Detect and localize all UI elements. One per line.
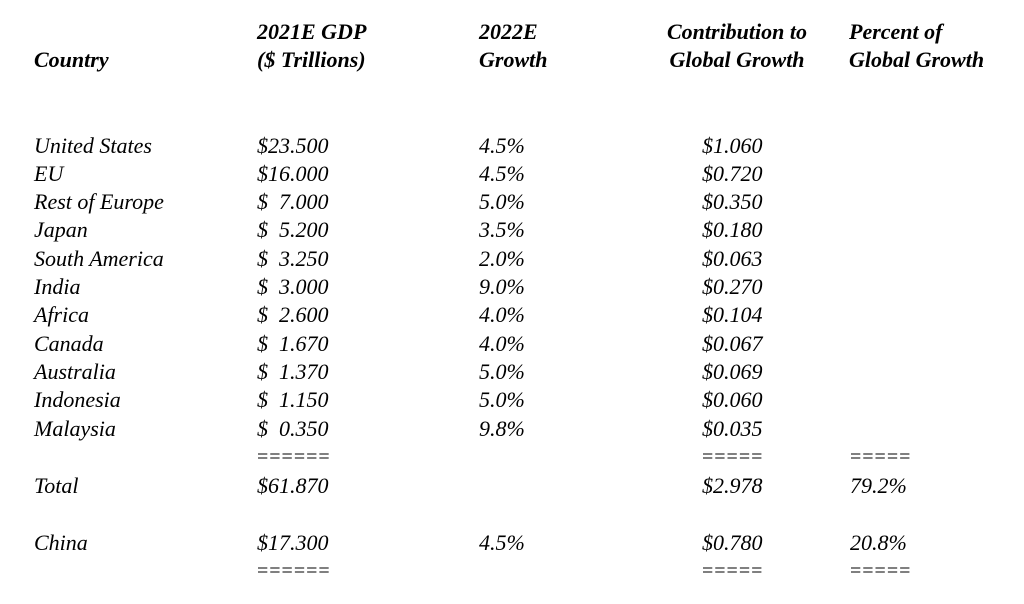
total-contribution: $2.978 (702, 473, 763, 498)
percent-rule: ===== (850, 560, 912, 582)
gdp-cell: $ 7.000 (257, 189, 329, 214)
header-percent-line1: Percent of (849, 19, 943, 44)
country-cell: EU (34, 161, 64, 186)
gdp-cell: $ 0.350 (257, 416, 329, 441)
total-row: Total $61.870 $2.978 79.2% (0, 472, 1024, 500)
growth-cell: 4.0% (479, 302, 525, 327)
subtotal-rule-row: ====== ===== ===== (0, 443, 1024, 471)
total-label: Total (34, 473, 79, 498)
header-contribution: Contribution to Global Growth (656, 18, 818, 74)
growth-cell: 9.0% (479, 274, 525, 299)
header-percent-line2: Global Growth (849, 47, 985, 72)
final-rule-row: ====== ===== ===== (0, 557, 1024, 585)
table-row: Japan $ 5.200 3.5% $0.180 (0, 216, 1024, 244)
contribution-cell: $0.104 (702, 302, 763, 327)
growth-cell: 3.5% (479, 217, 525, 242)
country-cell: India (34, 274, 81, 299)
gdp-rule: ====== (257, 560, 331, 582)
growth-cell: 4.5% (479, 530, 525, 555)
gdp-cell: $ 2.600 (257, 302, 329, 327)
contribution-cell: $0.063 (702, 246, 763, 271)
gdp-cell: $ 1.670 (257, 331, 329, 356)
contribution-cell: $0.720 (702, 161, 763, 186)
table-row: United States $23.500 4.5% $1.060 (0, 132, 1024, 160)
gdp-rule: ====== (257, 446, 331, 468)
growth-cell: 5.0% (479, 189, 525, 214)
growth-cell: 9.8% (479, 416, 525, 441)
contribution-rule: ===== (702, 446, 764, 468)
table-row: Indonesia $ 1.150 5.0% $0.060 (0, 386, 1024, 414)
table-row: EU $16.000 4.5% $0.720 (0, 160, 1024, 188)
growth-cell: 2.0% (479, 246, 525, 271)
contribution-cell: $0.350 (702, 189, 763, 214)
header-country-label: Country (34, 47, 109, 72)
growth-cell: 4.5% (479, 161, 525, 186)
country-cell: Canada (34, 331, 104, 356)
growth-cell: 4.5% (479, 133, 525, 158)
total-gdp: $61.870 (257, 473, 329, 498)
contribution-cell: $0.067 (702, 331, 763, 356)
gdp-cell: $23.500 (257, 133, 329, 158)
country-cell: Africa (34, 302, 89, 327)
contribution-rule: ===== (702, 560, 764, 582)
total-percent: 79.2% (850, 473, 907, 498)
header-gdp-line2: ($ Trillions) (257, 47, 366, 72)
country-cell: South America (34, 246, 164, 271)
header-growth: 2022E Growth (479, 18, 547, 74)
contribution-cell: $0.270 (702, 274, 763, 299)
growth-cell: 4.0% (479, 331, 525, 356)
table-row: South America $ 3.250 2.0% $0.063 (0, 245, 1024, 273)
header-gdp: 2021E GDP ($ Trillions) (257, 18, 366, 74)
table-row: Rest of Europe $ 7.000 5.0% $0.350 (0, 188, 1024, 216)
gdp-cell: $ 3.000 (257, 274, 329, 299)
table-row: Australia $ 1.370 5.0% $0.069 (0, 358, 1024, 386)
country-cell: China (34, 530, 88, 555)
percent-cell: 20.8% (850, 530, 907, 555)
contribution-cell: $0.060 (702, 387, 763, 412)
china-row: China $17.300 4.5% $0.780 20.8% (0, 529, 1024, 557)
growth-cell: 5.0% (479, 387, 525, 412)
header-contribution-line1: Contribution to (666, 19, 807, 44)
gdp-cell: $ 5.200 (257, 217, 329, 242)
header-percent: Percent of Global Growth (849, 18, 984, 74)
table-row: Africa $ 2.600 4.0% $0.104 (0, 301, 1024, 329)
contribution-cell: $0.035 (702, 416, 763, 441)
growth-cell: 5.0% (479, 359, 525, 384)
table-row: India $ 3.000 9.0% $0.270 (0, 273, 1024, 301)
header-growth-line1: 2022E (479, 19, 538, 44)
contribution-cell: $0.069 (702, 359, 763, 384)
header-growth-line2: Growth (479, 47, 548, 72)
table-row: Malaysia $ 0.350 9.8% $0.035 (0, 415, 1024, 443)
country-cell: United States (34, 133, 152, 158)
gdp-cell: $ 3.250 (257, 246, 329, 271)
contribution-cell: $1.060 (702, 133, 763, 158)
gdp-cell: $16.000 (257, 161, 329, 186)
header-gdp-line1: 2021E GDP (257, 19, 367, 44)
gdp-cell: $17.300 (257, 530, 329, 555)
contribution-cell: $0.180 (702, 217, 763, 242)
country-cell: Malaysia (34, 416, 116, 441)
gdp-cell: $ 1.370 (257, 359, 329, 384)
header-country: Country (34, 46, 109, 74)
country-cell: Japan (34, 217, 88, 242)
header-contribution-line2: Global Growth (669, 47, 805, 72)
table-row: Canada $ 1.670 4.0% $0.067 (0, 330, 1024, 358)
gdp-cell: $ 1.150 (257, 387, 329, 412)
country-cell: Indonesia (34, 387, 121, 412)
percent-rule: ===== (850, 446, 912, 468)
contribution-cell: $0.780 (702, 530, 763, 555)
country-cell: Rest of Europe (34, 189, 164, 214)
country-cell: Australia (34, 359, 116, 384)
